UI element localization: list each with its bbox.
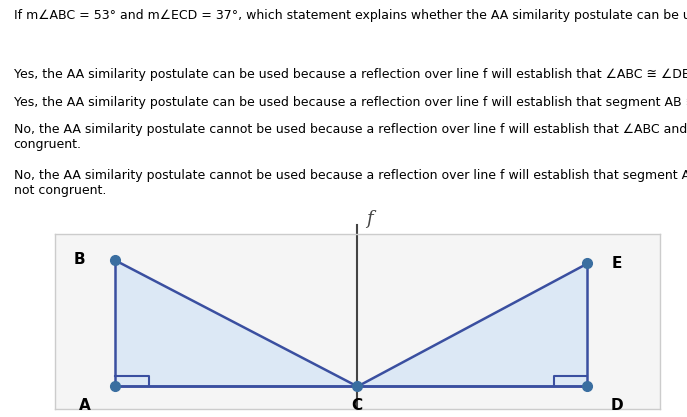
Text: E: E bbox=[612, 256, 622, 271]
Text: C: C bbox=[352, 398, 363, 413]
Text: f: f bbox=[366, 210, 373, 228]
Text: If m∠ABC = 53° and m∠ECD = 37°, which statement explains whether the AA similari: If m∠ABC = 53° and m∠ECD = 37°, which st… bbox=[14, 9, 687, 22]
Text: A: A bbox=[79, 398, 91, 413]
Text: No, the AA similarity postulate cannot be used because a reflection over line f : No, the AA similarity postulate cannot b… bbox=[14, 169, 687, 197]
Polygon shape bbox=[357, 263, 587, 386]
Text: Yes, the AA similarity postulate can be used because a reflection over line f wi: Yes, the AA similarity postulate can be … bbox=[14, 96, 687, 109]
Text: No, the AA similarity postulate cannot be used because a reflection over line f : No, the AA similarity postulate cannot b… bbox=[14, 123, 687, 151]
Text: Yes, the AA similarity postulate can be used because a reflection over line f wi: Yes, the AA similarity postulate can be … bbox=[14, 68, 687, 81]
Text: D: D bbox=[611, 398, 624, 413]
Text: B: B bbox=[74, 252, 85, 267]
Polygon shape bbox=[115, 260, 357, 386]
